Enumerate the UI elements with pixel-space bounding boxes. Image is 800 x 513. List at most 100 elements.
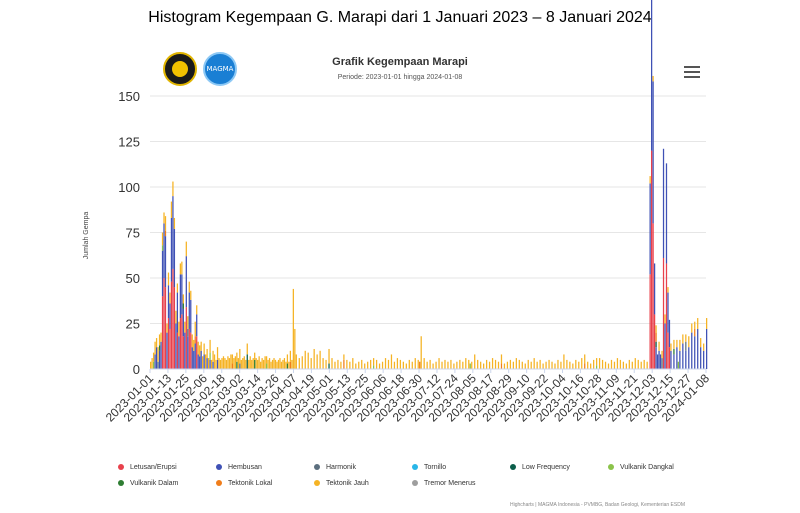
bar-tektonik-jauh [225,359,228,369]
legend-item[interactable]: Tremor Menerus [412,480,475,487]
bar-low-frequency [328,363,330,369]
bar-tektonik-jauh [524,363,526,369]
bar-tektonik-jauh [246,343,248,355]
bar-hembusan [197,354,199,369]
bar-tektonik-jauh [188,281,190,293]
legend-item[interactable]: Vulkanik Dalam [118,480,178,487]
bar-tektonik-jauh [187,316,189,329]
bar-tektonik-jauh [200,341,202,351]
legend-item[interactable]: Letusan/Erupsi [118,464,177,471]
bar-hembusan [178,336,180,369]
legend-label: Tornillo [424,464,447,471]
bar-letusan-erupsi [161,296,164,369]
bar-tektonik-jauh [408,359,410,369]
bar-tektonik-jauh [218,358,220,369]
bar-tektonik-jauh [216,347,219,360]
bar-tektonik-jauh [610,359,613,369]
legend-item[interactable]: Tektonik Jauh [314,480,369,487]
bar-tektonik-jauh [670,343,672,351]
bar-hembusan [703,350,705,369]
bar-letusan-erupsi [179,318,181,369]
bar-hembusan [166,332,168,369]
bar-tektonik-jauh [581,358,583,369]
legend-item[interactable]: Harmonik [314,464,356,471]
esdm-logo [163,52,197,86]
bar-tektonik-lokal [419,361,421,369]
bar-vulkanik-dangkal [152,361,155,369]
bar-hembusan [655,347,657,369]
bar-tektonik-jauh [649,176,651,184]
bar-tektonik-jauh [438,358,440,369]
bar-vulkanik-dangkal [161,245,164,251]
bar-tektonik-jauh [257,359,259,369]
bar-tektonik-jauh [601,359,604,369]
bar-tektonik-jauh [515,358,517,369]
bar-tektonik-jauh [313,348,315,369]
bar-tektonik-jauh [598,358,601,369]
bar-tektonik-lokal [343,359,345,369]
bar-letusan-erupsi [167,318,170,369]
bar-tektonik-lokal [231,363,234,369]
bar-tektonik-jauh [245,359,247,369]
bar-tektonik-jauh [432,363,434,369]
bar-vulkanik-dalam [158,345,161,351]
bar-tektonik-jauh [203,343,205,355]
bar-hembusan [184,332,186,369]
bar-tektonik-jauh [298,358,300,369]
y-tick-label: 125 [118,135,140,150]
bar-tektonik-lokal [655,332,657,342]
bar-tektonik-jauh [170,201,173,218]
legend-item[interactable]: Tornillo [412,464,446,471]
bar-tektonik-jauh [276,361,278,369]
bar-tektonik-jauh [593,359,595,369]
bar-tektonik-jauh [688,336,690,348]
bar-hembusan [694,336,696,369]
bar-tektonik-jauh [319,350,321,369]
bar-tektonik-jauh [393,361,396,369]
bar-tektonik-jauh [652,75,654,82]
bar-tektonik-jauh [340,361,342,369]
bar-vulkanik-dangkal [677,361,680,369]
bar-tektonik-jauh [227,356,229,369]
bar-tektonik-jauh [488,361,491,369]
legend-item[interactable]: Vulkanik Dangkal [608,464,674,471]
bar-tektonik-jauh [243,356,245,369]
bar-vulkanik-dalam [254,359,256,369]
bar-tektonik-jauh [384,358,387,369]
bar-tektonik-lokal [500,363,503,369]
bar-hembusan [649,183,651,275]
bar-vulkanik-dangkal [595,365,598,369]
bar-tektonik-jauh [215,359,217,369]
bar-tektonik-jauh [474,354,476,369]
legend-label: Tektonik Jauh [326,480,369,487]
bar-tektonik-jauh [506,361,509,369]
bar-tektonik-jauh [221,358,223,369]
bar-tektonik-jauh [262,359,265,369]
bar-tektonik-jauh [572,363,574,369]
bar-hembusan [175,323,177,369]
bar-hembusan [169,303,171,329]
bar-tektonik-jauh [176,283,179,293]
bar-tektonik-jauh [273,358,275,369]
bar-tektonik-jauh [279,358,281,369]
legend-item[interactable]: Hembusan [216,464,262,471]
legend-marker [216,464,222,471]
bar-tektonik-jauh [164,216,167,231]
legend-item[interactable]: Tektonik Lokal [216,480,272,487]
bar-tektonik-jauh [358,361,360,369]
bar-tektonik-jauh [533,358,535,369]
bar-tektonik-jauh [500,354,503,364]
legend-item[interactable]: Low Frequency [510,464,570,471]
bar-tektonik-jauh [584,354,586,364]
bar-tektonik-jauh [536,361,538,369]
bar-tektonik-jauh [346,359,348,369]
bar-tektonik-jauh [700,338,702,348]
chart-credits: Highcharts | MAGMA Indonesia - PVMBG, Ba… [510,502,685,508]
bar-tektonik-jauh [202,356,204,369]
chart-menu-icon[interactable] [684,66,700,78]
bar-tektonik-jauh [334,361,336,369]
bar-hembusan [173,228,176,288]
bar-tektonik-jauh [706,318,708,329]
bar-tektonik-jauh [557,359,559,369]
bar-tektonik-jauh [521,361,523,369]
